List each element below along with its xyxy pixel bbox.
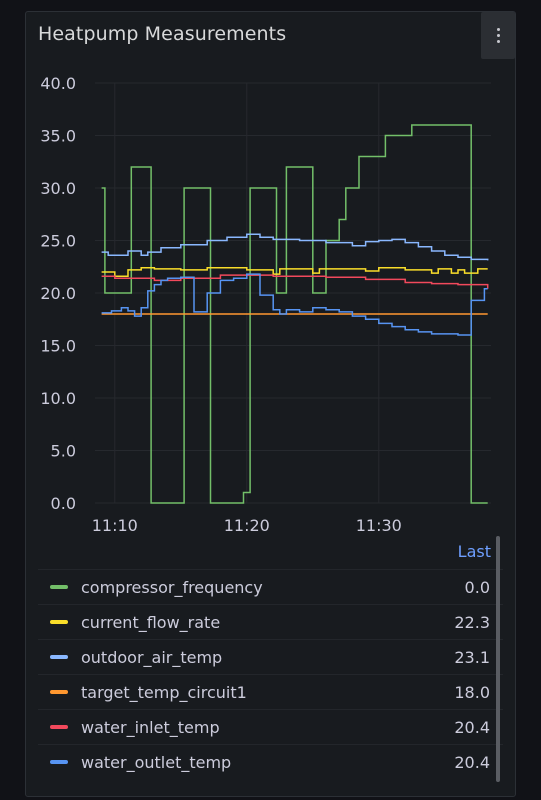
- menu-dot-icon: [496, 28, 500, 31]
- legend-swatch: [50, 725, 68, 729]
- y-tick-label: 35.0: [40, 127, 76, 146]
- x-tick-label: 11:20: [224, 516, 270, 535]
- y-tick-label: 0.0: [51, 494, 76, 513]
- series-line-water-outlet-temp[interactable]: [101, 273, 488, 336]
- menu-dot-icon: [496, 34, 500, 37]
- legend-row-water-outlet-temp[interactable]: water_outlet_temp 20.4: [38, 744, 503, 779]
- legend-series-name: water_inlet_temp: [81, 717, 220, 737]
- legend-series-name: outdoor_air_temp: [81, 647, 223, 667]
- x-tick-label: 11:10: [92, 516, 138, 535]
- legend-series-name: target_temp_circuit1: [81, 682, 247, 702]
- x-tick-label: 11:30: [356, 516, 402, 535]
- legend-scrollbar[interactable]: [496, 536, 500, 782]
- legend-last-value: 20.4: [454, 752, 490, 772]
- legend-row-outdoor-air-temp[interactable]: outdoor_air_temp 23.1: [38, 639, 503, 674]
- legend-row-target-temp-circuit1[interactable]: target_temp_circuit1 18.0: [38, 674, 503, 709]
- legend-last-value: 23.1: [454, 647, 490, 667]
- legend-row-compressor-frequency[interactable]: compressor_frequency 0.0: [38, 569, 503, 604]
- time-series-chart[interactable]: 0.0 5.0 10.0 15.0 20.0 25.0 30.0 35.0 40.0 11:10 1…: [26, 12, 515, 542]
- panel-menu-button[interactable]: [481, 12, 515, 59]
- panel-title: Heatpump Measurements: [38, 23, 287, 45]
- legend-swatch: [50, 620, 68, 624]
- series-line-current-flow-rate[interactable]: [101, 267, 488, 277]
- legend-row-current-flow-rate[interactable]: current_flow_rate 22.3: [38, 604, 503, 639]
- series-line-water-inlet-temp[interactable]: [101, 274, 489, 289]
- series-line-compressor-frequency[interactable]: [101, 124, 488, 504]
- legend-swatch: [50, 760, 68, 764]
- legend-last-header[interactable]: Last: [457, 542, 491, 561]
- legend-swatch: [50, 690, 68, 694]
- y-tick-label: 5.0: [51, 442, 76, 461]
- y-tick-label: 10.0: [40, 389, 76, 408]
- legend-swatch: [50, 585, 68, 589]
- legend-table: Last compressor_frequency 0.0 current_flow…: [38, 539, 503, 779]
- panel: Heatpump Measurements 0.0 5.0 10.0 15.0 20.0…: [25, 11, 516, 797]
- legend-series-name: compressor_frequency: [81, 577, 263, 597]
- y-tick-label: 20.0: [40, 284, 76, 303]
- legend-last-value: 0.0: [464, 577, 490, 597]
- series-line-outdoor-air-temp[interactable]: [101, 233, 489, 261]
- menu-dot-icon: [496, 40, 500, 43]
- legend-last-value: 18.0: [454, 682, 490, 702]
- legend-series-name: current_flow_rate: [81, 612, 221, 632]
- legend-row-water-inlet-temp[interactable]: water_inlet_temp 20.4: [38, 709, 503, 744]
- y-tick-label: 25.0: [40, 232, 76, 251]
- y-tick-label: 15.0: [40, 337, 76, 356]
- legend-swatch: [50, 655, 68, 659]
- legend-last-value: 22.3: [454, 612, 490, 632]
- y-tick-label: 30.0: [40, 179, 76, 198]
- legend-last-value: 20.4: [454, 717, 490, 737]
- legend-series-name: water_outlet_temp: [81, 752, 232, 772]
- y-tick-label: 40.0: [40, 74, 76, 93]
